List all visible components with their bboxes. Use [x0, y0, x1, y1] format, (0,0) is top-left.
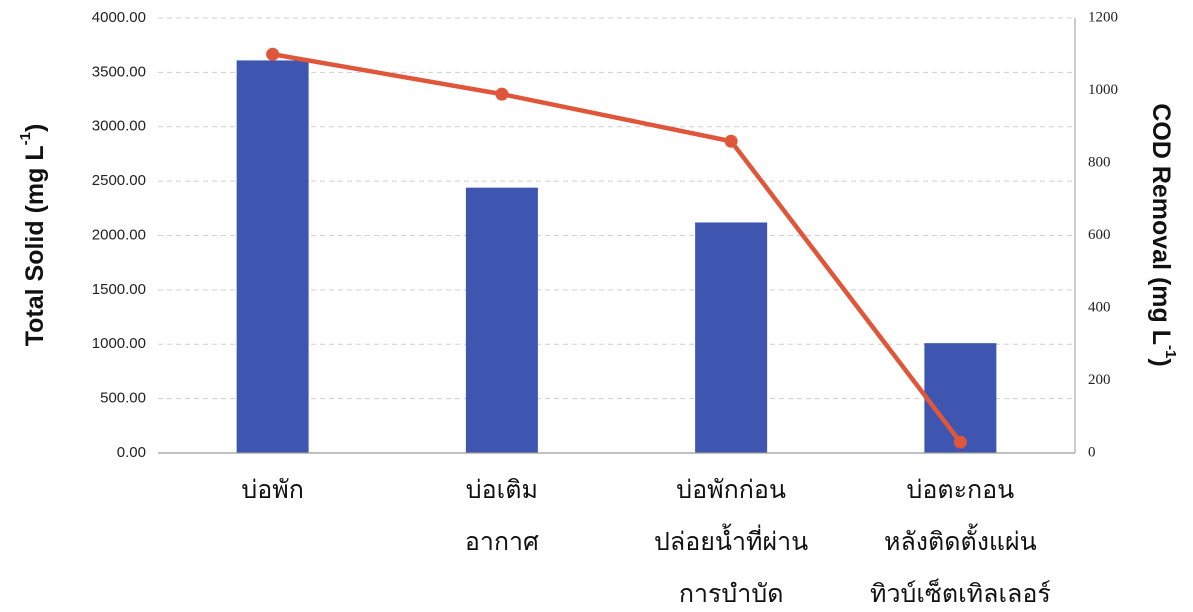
bar	[924, 343, 997, 453]
category-labels: บ่อพัก บ่อเติมอากาศ บ่อพักก่อนปล่อยน้ำที่ผ…	[241, 475, 1050, 608]
line-series	[266, 47, 967, 449]
right-tick-label: 400	[1088, 299, 1111, 315]
right-tick-label: 0	[1088, 444, 1096, 460]
right-axis-title: COD Removal (mg L-1)	[1147, 103, 1179, 366]
line-point	[953, 435, 967, 449]
line-point	[724, 134, 738, 148]
left-tick-label: 4000.00	[92, 9, 146, 26]
bar	[236, 60, 309, 453]
left-tick-label: 2000.00	[92, 226, 146, 243]
left-tick-label: 2500.00	[92, 172, 146, 189]
left-tick-label: 0.00	[117, 444, 146, 461]
category-label-line: ทิวบ์เซ็ตเทิลเลอร์	[870, 578, 1051, 608]
category-label-line: บ่อพัก	[241, 475, 304, 504]
left-axis-ticks: 0.00 500.00 1000.00 1500.00 2000.00 2500.00 30…	[92, 9, 146, 461]
line-point	[495, 87, 509, 101]
left-tick-label: 3500.00	[92, 63, 146, 80]
category-label: บ่อพักก่อนปล่อยน้ำที่ผ่านการบำบัด	[654, 475, 808, 608]
left-tick-label: 1500.00	[92, 281, 146, 298]
category-label: บ่อพัก	[241, 475, 304, 504]
right-tick-label: 800	[1088, 154, 1111, 170]
left-tick-label: 3000.00	[92, 118, 146, 135]
bar	[695, 222, 768, 453]
category-label-line: อากาศ	[465, 527, 539, 556]
left-axis-title: Total Solid (mg L-1)	[17, 124, 49, 347]
right-axis-ticks: 0 200 400 600 800 1000 1200	[1088, 9, 1118, 460]
axes	[158, 18, 1076, 454]
right-tick-label: 200	[1088, 372, 1111, 388]
category-label-line: บ่อพักก่อน	[676, 475, 786, 504]
category-label: บ่อตะกอนหลังติดตั้งแผ่นทิวบ์เซ็ตเทิลเลอร…	[870, 475, 1051, 608]
category-label-line: หลังติดตั้งแผ่น	[884, 523, 1037, 556]
right-tick-label: 1000	[1088, 82, 1118, 98]
category-label-line: การบำบัด	[679, 579, 784, 608]
right-tick-label: 1200	[1088, 9, 1118, 25]
category-label-line: บ่อตะกอน	[906, 475, 1014, 504]
category-label: บ่อเติมอากาศ	[465, 475, 539, 556]
bar	[465, 187, 538, 453]
left-tick-label: 1000.00	[92, 335, 146, 352]
right-tick-label: 600	[1088, 227, 1111, 243]
category-label-line: บ่อเติม	[466, 475, 538, 504]
category-label-line: ปล่อยน้ำที่ผ่าน	[654, 523, 808, 556]
bar-series	[236, 60, 997, 453]
line-path	[272, 52, 963, 444]
left-tick-label: 500.00	[100, 390, 146, 407]
line-point	[266, 47, 280, 61]
